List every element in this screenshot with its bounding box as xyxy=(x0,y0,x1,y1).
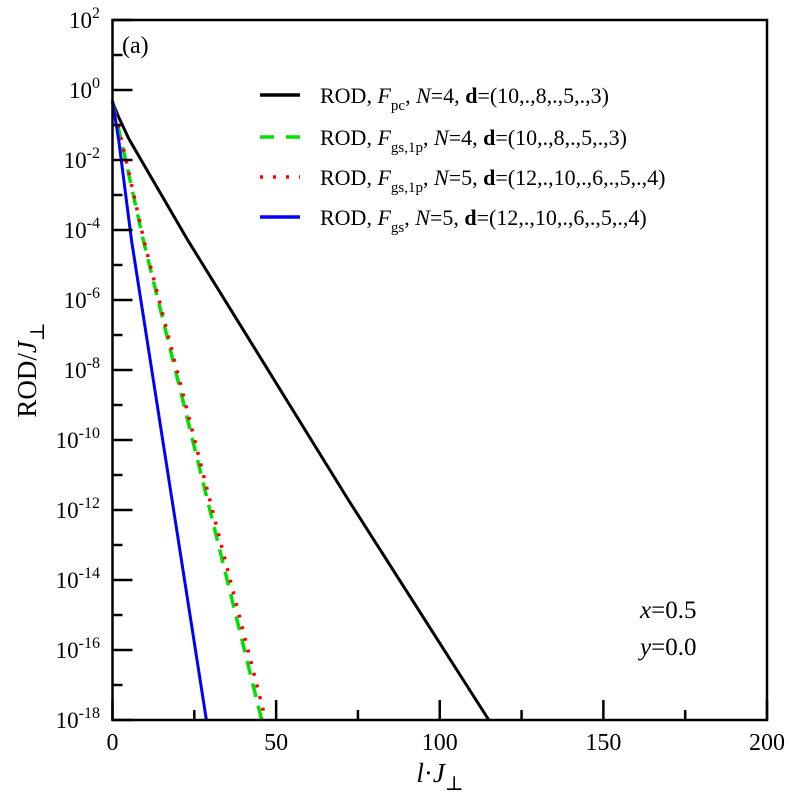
legend-entry-2: ROD, Fgs,1p, N=4, d=(10,.,8,.,5,.,3) xyxy=(320,125,627,156)
x-tick-label: 100 xyxy=(422,730,458,756)
y-tick-label: 10-2 xyxy=(64,145,100,173)
curves xyxy=(110,100,491,721)
y-tick-label: 102 xyxy=(69,5,100,33)
legend-entry-1: ROD, Fpc, N=4, d=(10,.,8,.,5,.,3) xyxy=(320,83,609,114)
y-tick-label: 100 xyxy=(69,75,100,103)
y-tick-label: 10-10 xyxy=(56,425,100,453)
legend-entry-4: ROD, Fgs, N=5, d=(12,.,10,.,6,.,5,.,4) xyxy=(320,205,647,236)
panel-label: (a) xyxy=(122,33,149,59)
legend: ROD, Fpc, N=4, d=(10,.,8,.,5,.,3) ROD, Fg… xyxy=(260,83,665,236)
x-tick-label: 150 xyxy=(585,730,621,756)
series-line-3 xyxy=(110,101,268,721)
x-tick-label: 0 xyxy=(107,730,119,756)
series-line-1 xyxy=(111,101,491,721)
y-tick-label: 10-4 xyxy=(64,215,100,243)
y-tick-label: 10-6 xyxy=(64,285,100,313)
y-tick-label: 10-18 xyxy=(56,705,100,733)
x-tick-label: 50 xyxy=(264,730,288,756)
x-axis-label: l·J⊥ xyxy=(416,758,463,795)
y-tick-label: 10-16 xyxy=(56,635,100,663)
y-tick-label: 10-14 xyxy=(56,565,100,593)
ticks: 0 50 100 150 200 102 100 10-2 10-4 10-6 10-8 10-10 1… xyxy=(56,5,785,756)
y-axis-label: ROD/J⊥ xyxy=(12,322,49,417)
series-line-2 xyxy=(110,101,264,721)
param-y: y=0.0 xyxy=(637,634,696,661)
y-tick-label: 10-8 xyxy=(64,355,100,383)
param-x: x=0.5 xyxy=(639,597,696,624)
series-line-4 xyxy=(111,100,208,721)
y-tick-label: 10-12 xyxy=(56,495,100,523)
legend-entry-3: ROD, Fgs,1p, N=5, d=(12,.,10,.,6,.,5,.,4… xyxy=(320,165,665,196)
x-tick-label: 200 xyxy=(749,730,785,756)
